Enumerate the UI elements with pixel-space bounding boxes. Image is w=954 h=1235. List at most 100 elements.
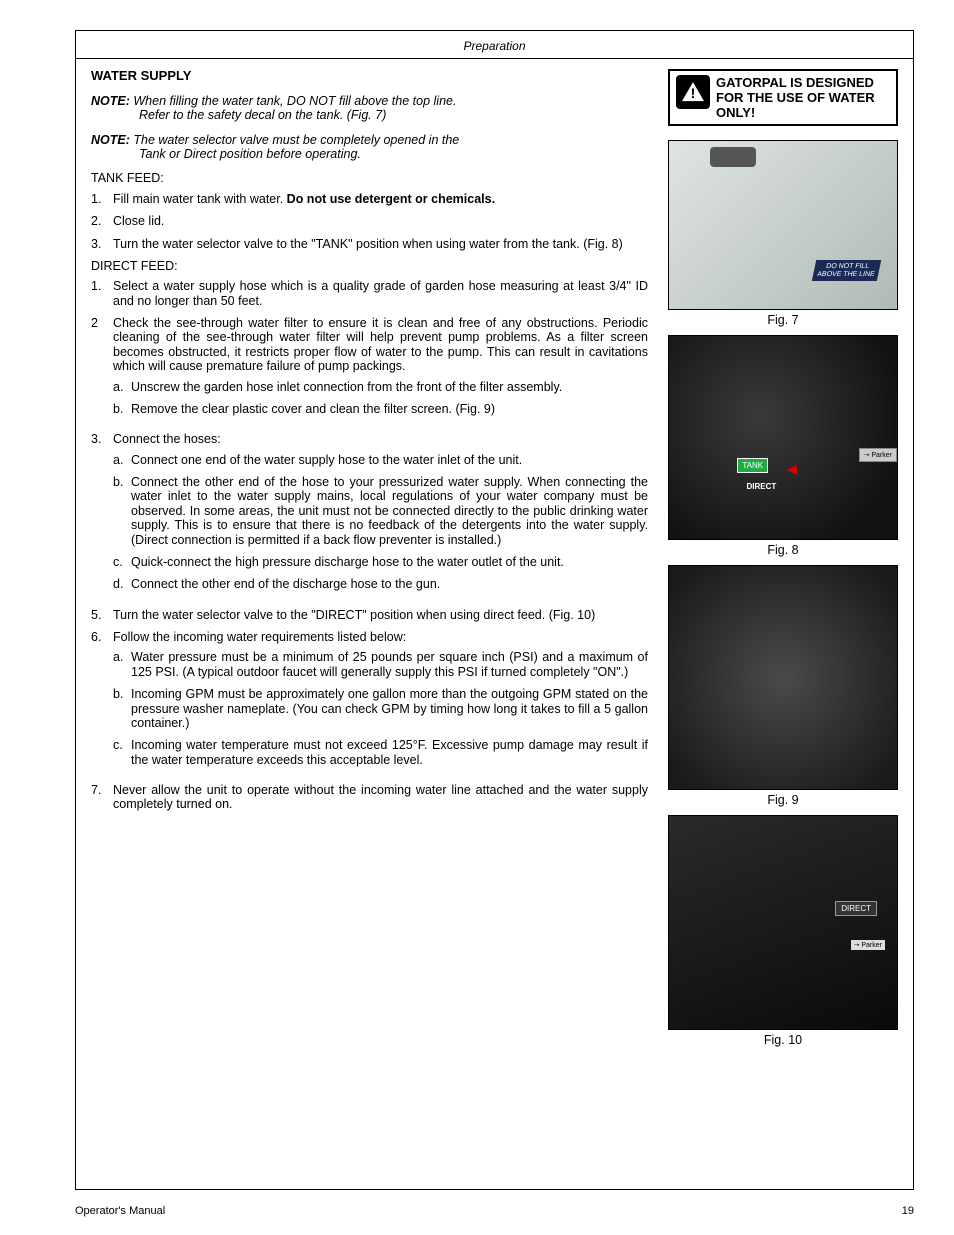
item-body: Fill main water tank with water. Do not … xyxy=(113,192,648,206)
sub-letter: b. xyxy=(113,402,131,416)
figure-7: DO NOT FILL ABOVE THE LINE Fig. 7 xyxy=(668,140,898,327)
item-text: Close lid. xyxy=(113,214,648,228)
figure-9: Fig. 9 xyxy=(668,565,898,807)
list-item: 3. Connect the hoses: a.Connect one end … xyxy=(91,432,648,599)
list-item: 2 Check the see-through water filter to … xyxy=(91,316,648,424)
section-title: WATER SUPPLY xyxy=(91,69,648,84)
sub-letter: c. xyxy=(113,738,131,767)
item-text: Fill main water tank with water. xyxy=(113,192,287,206)
note-1: NOTE: When filling the water tank, DO NO… xyxy=(91,94,648,123)
arrow-icon: ◀ xyxy=(788,462,797,476)
item-text: Turn the water selector valve to the "TA… xyxy=(113,237,648,251)
sub-item: b.Remove the clear plastic cover and cle… xyxy=(113,402,648,416)
figure-10-caption: Fig. 10 xyxy=(668,1033,898,1047)
footer-left: Operator's Manual xyxy=(75,1205,165,1217)
note-text-cont: Tank or Direct position before operating… xyxy=(139,147,648,161)
sub-item: d.Connect the other end of the discharge… xyxy=(113,577,648,591)
note-label: NOTE: xyxy=(91,94,130,108)
item-number: 2 xyxy=(91,316,113,424)
sub-item: c.Incoming water temperature must not ex… xyxy=(113,738,648,767)
header-text: Preparation xyxy=(463,39,525,53)
page-footer: Operator's Manual 19 xyxy=(75,1205,914,1217)
item-body: Connect the hoses: a.Connect one end of … xyxy=(113,432,648,599)
direct-label: DIRECT xyxy=(747,482,777,491)
item-number: 6. xyxy=(91,630,113,775)
figure-7-caption: Fig. 7 xyxy=(668,313,898,327)
brand-plate: ➝ Parker xyxy=(851,940,885,950)
sub-text: Remove the clear plastic cover and clean… xyxy=(131,402,648,416)
tank-label: TANK xyxy=(737,458,768,473)
list-item: 6. Follow the incoming water requirement… xyxy=(91,630,648,775)
figure-9-caption: Fig. 9 xyxy=(668,793,898,807)
sub-item: a.Connect one end of the water supply ho… xyxy=(113,453,648,467)
sub-letter: a. xyxy=(113,380,131,394)
item-text: Turn the water selector valve to the "DI… xyxy=(113,608,648,622)
sub-letter: b. xyxy=(113,687,131,730)
item-text: Never allow the unit to operate without … xyxy=(113,783,648,812)
sub-item: b.Incoming GPM must be approximately one… xyxy=(113,687,648,730)
sub-text: Water pressure must be a minimum of 25 p… xyxy=(131,650,648,679)
brand-plate: ➝ Parker xyxy=(859,448,897,462)
note-2: NOTE: The water selector valve must be c… xyxy=(91,133,648,162)
sub-text: Quick-connect the high pressure discharg… xyxy=(131,555,648,569)
note-text: The water selector valve must be complet… xyxy=(133,133,459,147)
text-column: WATER SUPPLY NOTE: When filling the wate… xyxy=(91,69,648,1047)
sub-text: Incoming water temperature must not exce… xyxy=(131,738,648,767)
figure-column: GATORPAL IS DESIGNED FOR THE USE OF WATE… xyxy=(668,69,898,1047)
item-body: Check the see-through water filter to en… xyxy=(113,316,648,424)
figure-8-caption: Fig. 8 xyxy=(668,543,898,557)
figure-8: ➝ Parker TANK ◀ DIRECT Fig. 8 xyxy=(668,335,898,557)
tank-cap-shape xyxy=(710,147,756,167)
sub-list: a.Water pressure must be a minimum of 25… xyxy=(113,650,648,767)
sub-list: a.Connect one end of the water supply ho… xyxy=(113,453,648,592)
footer-page-number: 19 xyxy=(902,1205,914,1217)
note-label: NOTE: xyxy=(91,133,130,147)
item-text: Check the see-through water filter to en… xyxy=(113,316,648,373)
sub-letter: a. xyxy=(113,453,131,467)
item-body: Follow the incoming water requirements l… xyxy=(113,630,648,775)
item-bold: Do not use detergent or chemicals. xyxy=(287,192,495,206)
list-item: 1. Fill main water tank with water. Do n… xyxy=(91,192,648,206)
list-item: 7. Never allow the unit to operate witho… xyxy=(91,783,648,812)
sub-text: Connect the other end of the hose to you… xyxy=(131,475,648,547)
content-area: WATER SUPPLY NOTE: When filling the wate… xyxy=(76,59,913,1057)
sub-letter: b. xyxy=(113,475,131,547)
list-item: 3. Turn the water selector valve to the … xyxy=(91,237,648,251)
sub-list: a.Unscrew the garden hose inlet connecti… xyxy=(113,380,648,417)
sub-text: Connect the other end of the discharge h… xyxy=(131,577,648,591)
note-text-cont: Refer to the safety decal on the tank. (… xyxy=(139,108,648,122)
sub-letter: d. xyxy=(113,577,131,591)
list-item: 1. Select a water supply hose which is a… xyxy=(91,279,648,308)
item-number: 1. xyxy=(91,192,113,206)
page-header: Preparation xyxy=(76,31,913,59)
sub-text: Incoming GPM must be approximately one g… xyxy=(131,687,648,730)
direct-feed-heading: DIRECT FEED: xyxy=(91,259,648,273)
item-number: 3. xyxy=(91,432,113,599)
list-item: 5. Turn the water selector valve to the … xyxy=(91,608,648,622)
sub-letter: a. xyxy=(113,650,131,679)
list-item: 2. Close lid. xyxy=(91,214,648,228)
sub-text: Connect one end of the water supply hose… xyxy=(131,453,648,467)
warning-icon xyxy=(676,75,710,109)
sub-item: a.Water pressure must be a minimum of 25… xyxy=(113,650,648,679)
figure-9-image xyxy=(668,565,898,790)
page-frame: Preparation WATER SUPPLY NOTE: When fill… xyxy=(75,30,914,1190)
brand-text: Parker xyxy=(871,452,892,459)
decal-line2: ABOVE THE LINE xyxy=(816,270,875,277)
sub-item: b.Connect the other end of the hose to y… xyxy=(113,475,648,547)
tank-feed-heading: TANK FEED: xyxy=(91,171,648,185)
warning-text: GATORPAL IS DESIGNED FOR THE USE OF WATE… xyxy=(716,75,890,120)
figure-10: DIRECT ➝ Parker Fig. 10 xyxy=(668,815,898,1047)
sub-item: a.Unscrew the garden hose inlet connecti… xyxy=(113,380,648,394)
decal-line1: DO NOT FILL xyxy=(825,263,870,270)
figure-7-image: DO NOT FILL ABOVE THE LINE xyxy=(668,140,898,310)
sub-text: Unscrew the garden hose inlet connection… xyxy=(131,380,648,394)
item-number: 7. xyxy=(91,783,113,812)
tank-decal: DO NOT FILL ABOVE THE LINE xyxy=(811,260,881,281)
sub-letter: c. xyxy=(113,555,131,569)
figure-8-image: ➝ Parker TANK ◀ DIRECT xyxy=(668,335,898,540)
figure-10-image: DIRECT ➝ Parker xyxy=(668,815,898,1030)
item-number: 5. xyxy=(91,608,113,622)
warning-box: GATORPAL IS DESIGNED FOR THE USE OF WATE… xyxy=(668,69,898,126)
tank-feed-list: 1. Fill main water tank with water. Do n… xyxy=(91,192,648,251)
